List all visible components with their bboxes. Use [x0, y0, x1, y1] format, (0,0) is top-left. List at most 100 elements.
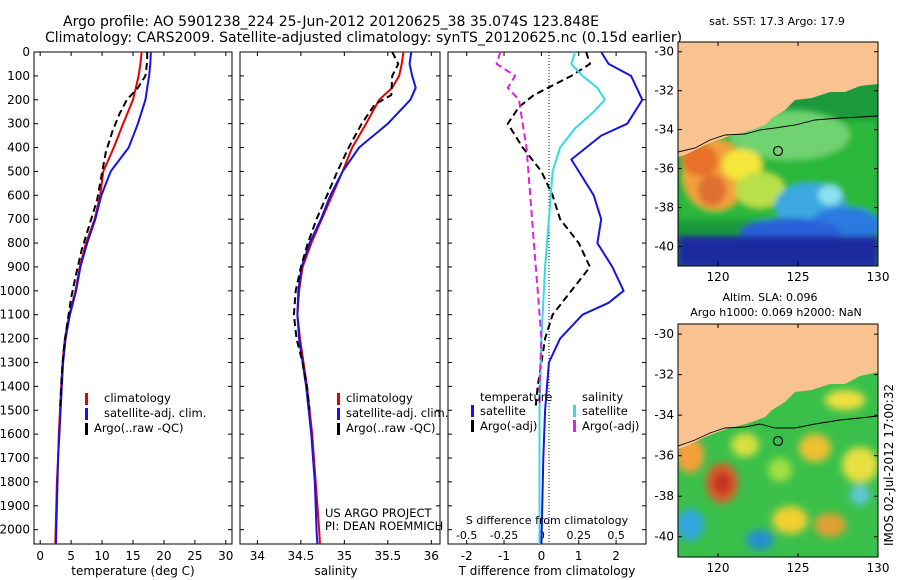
depth-tick-label: 900 — [7, 260, 30, 274]
depth-tick-label: 1600 — [0, 427, 30, 441]
depth-tick-label: 1900 — [0, 499, 30, 513]
depth-tick-label: 800 — [7, 236, 30, 250]
s-tick-label: 0.5 — [607, 529, 625, 542]
sla-map-land — [678, 324, 878, 449]
legend-argo-swatch — [337, 423, 340, 435]
x-tick-label: -2 — [461, 549, 473, 563]
series-line-t-satellite — [540, 51, 644, 545]
sst-map-contour — [678, 115, 878, 153]
depth-tick-label: 0 — [22, 45, 30, 59]
x-tick-label: 2 — [612, 549, 620, 563]
s-difference-xlabel: S difference from climatology — [466, 514, 629, 527]
temperature-tick-labels: 0 5 10 15 20 25 30 — [36, 549, 233, 563]
map-x-tick-label: 125 — [787, 270, 810, 284]
depth-tick-label: 1700 — [0, 451, 30, 465]
project-annotation: US ARGO PROJECT — [325, 506, 433, 520]
depth-tick-label: 300 — [7, 117, 30, 131]
difference-panel: -2 -1 0 1 2 -0.5 -0.25 0 0.25 0.5 T difference f… — [447, 51, 647, 578]
series-line-s-argo-adj- — [495, 51, 543, 404]
sla-map-panel: Altim. SLA: 0.096 Argo h1000: 0.069 h200… — [654, 291, 889, 575]
salinity-legend: climatology satellite-adj. clim. Argo(..… — [337, 391, 448, 435]
x-tick-label: 0 — [538, 549, 546, 563]
legend-argo-label: Argo(..raw -QC) — [94, 421, 184, 435]
legend-satellite-label: satellite-adj. clim. — [346, 406, 448, 420]
legend-satellite-swatch — [337, 408, 340, 420]
x-tick-label: 1 — [575, 549, 583, 563]
legend-satellite-label: satellite-adj. clim. — [104, 406, 206, 420]
legend-t-argo-swatch — [471, 420, 474, 432]
depth-tick-label: 1300 — [0, 355, 30, 369]
difference-legend: temperature satellite Argo(-adj) salinit… — [471, 390, 639, 433]
legend-s-satellite-swatch — [573, 405, 576, 417]
temperature-panel: 0100200300400500600700800900100011001200… — [0, 45, 233, 578]
salinity-panel: 34 34.5 35 35.5 36 salinity climatology sate… — [239, 51, 448, 578]
x-tick-label: 25 — [187, 549, 202, 563]
x-tick-label: -1 — [498, 549, 510, 563]
legend-climatology-swatch — [85, 393, 88, 405]
sla-argo-marker — [772, 435, 784, 447]
sst-argo-marker — [772, 145, 784, 157]
sla-map-field — [678, 390, 878, 550]
series-line-satellite-adj-clim- — [55, 51, 152, 545]
map-y-tick-label: -38 — [654, 489, 674, 503]
map-y-tick-label: -36 — [654, 162, 674, 176]
difference-tick-labels: -2 -1 0 1 2 — [461, 549, 620, 563]
sst-map-ticks: 120 125 130 -30 -32 -34 -36 -38 -40 — [654, 42, 889, 284]
map-y-tick-label: -34 — [654, 408, 674, 422]
depth-tick-label: 200 — [7, 93, 30, 107]
t-difference-xlabel: T difference from climatology — [458, 564, 636, 578]
map-y-tick-label: -40 — [654, 530, 674, 544]
depth-tick-label: 1400 — [0, 379, 30, 393]
x-tick-label: 10 — [94, 549, 109, 563]
sla-map-frame — [677, 323, 879, 558]
map-y-tick-label: -34 — [654, 123, 674, 137]
legend-climatology-label: climatology — [346, 391, 413, 405]
s-tick-label: -0.25 — [490, 529, 518, 542]
depth-tick-label: 100 — [7, 69, 30, 83]
x-tick-label: 35.5 — [374, 549, 401, 563]
x-tick-label: 30 — [218, 549, 233, 563]
legend-s-argo-label: Argo(-adj) — [582, 419, 639, 433]
temperature-legend: climatology satellite-adj. clim. Argo(..… — [85, 391, 206, 435]
sst-map-frame — [677, 41, 879, 267]
legend-t-satellite-label: satellite — [480, 404, 526, 418]
map-x-tick-label: 130 — [867, 561, 890, 575]
legend-temperature-title: temperature — [480, 390, 552, 404]
legend-climatology-swatch — [337, 393, 340, 405]
depth-tick-label: 1200 — [0, 332, 30, 346]
legend-t-satellite-swatch — [471, 405, 474, 417]
map-x-tick-label: 120 — [707, 561, 730, 575]
depth-tick-label: 400 — [7, 141, 30, 155]
x-tick-label: 35 — [337, 549, 352, 563]
x-tick-label: 5 — [67, 549, 75, 563]
pi-annotation: PI: DEAN ROEMMICH — [325, 519, 443, 533]
x-tick-label: 34.5 — [288, 549, 315, 563]
sst-map-panel: sat. SST: 17.3 Argo: 17.9 120 12 — [654, 15, 889, 284]
depth-tick-label: 500 — [7, 164, 30, 178]
depth-tick-label: 1800 — [0, 475, 30, 489]
legend-s-satellite-label: satellite — [582, 404, 628, 418]
depth-tick-label: 1000 — [0, 284, 30, 298]
temperature-xlabel: temperature (deg C) — [71, 564, 194, 578]
depth-tick-label: 2000 — [0, 523, 30, 537]
depth-tick-label: 1100 — [0, 308, 30, 322]
legend-argo-swatch — [85, 423, 88, 435]
series-line-satellite-adj-clim- — [296, 51, 417, 545]
map-y-tick-label: -30 — [654, 327, 674, 341]
x-tick-label: 34 — [250, 549, 265, 563]
depth-tick-label: 1500 — [0, 403, 30, 417]
x-tick-label: 15 — [125, 549, 140, 563]
map-y-tick-label: -30 — [654, 45, 674, 59]
legend-climatology-label: climatology — [104, 391, 171, 405]
imos-timestamp-label: IMOS 02-Jul-2012 17:00:32 — [882, 384, 896, 546]
legend-salinity-title: salinity — [582, 390, 623, 404]
legend-s-argo-swatch — [573, 420, 576, 432]
map-y-tick-label: -32 — [654, 84, 674, 98]
salinity-xlabel: salinity — [314, 564, 357, 578]
depth-tick-label: 700 — [7, 212, 30, 226]
salinity-axes-box — [239, 51, 441, 545]
sla-map-title-line2: Argo h1000: 0.069 h2000: NaN — [690, 306, 862, 319]
legend-t-argo-label: Argo(-adj) — [480, 419, 537, 433]
map-x-tick-label: 120 — [707, 270, 730, 284]
sla-map-contour — [678, 415, 878, 447]
